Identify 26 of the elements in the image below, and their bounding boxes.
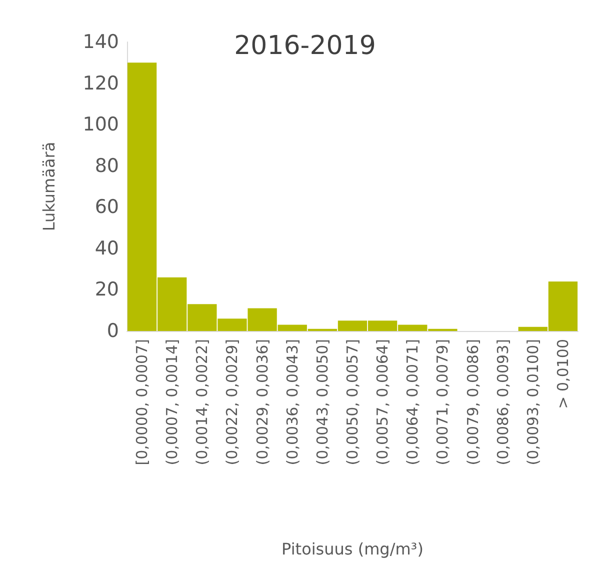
x-tick-label: (0,0050, 0,0057]	[344, 339, 362, 466]
x-tick-label: (0,0093, 0,0100]	[524, 339, 542, 466]
x-tick-label: > 0,0100	[554, 339, 572, 409]
x-tick-label: (0,0079, 0,0086]	[464, 339, 482, 466]
y-tick-label: 100	[82, 114, 119, 136]
chart-title: 2016-2019	[234, 31, 376, 61]
y-axis-title: Lukumäärä	[40, 142, 58, 232]
y-tick-label: 140	[82, 31, 119, 53]
y-tick-label: 0	[106, 320, 119, 342]
y-tick-label: 80	[94, 154, 119, 177]
x-tick-label: (0,0007, 0,0014]	[163, 339, 182, 466]
x-tick-label: (0,0043, 0,0050]	[313, 339, 332, 466]
x-tick-label: (0,0022, 0,0029]	[223, 339, 242, 466]
x-tick-label: (0,0029, 0,0036]	[253, 339, 272, 466]
y-tick-label: 20	[94, 278, 119, 301]
x-tick-label: (0,0064, 0,0071]	[404, 339, 422, 466]
x-tick-label: (0,0086, 0,0093]	[494, 339, 512, 466]
x-tick-label: (0,0036, 0,0043]	[283, 339, 302, 466]
x-tick-label: (0,0057, 0,0064]	[374, 339, 392, 466]
x-tick-label: [0,0000, 0,0007]	[133, 339, 152, 466]
y-tick-label: 40	[94, 237, 119, 260]
x-tick-label: (0,0014, 0,0022]	[193, 339, 212, 466]
x-axis-title: Pitoisuus (mg/m³)	[282, 540, 424, 558]
x-tick-label: (0,0071, 0,0079]	[434, 339, 452, 466]
y-tick-label: 120	[82, 72, 119, 94]
y-tick-label: 60	[94, 196, 119, 218]
